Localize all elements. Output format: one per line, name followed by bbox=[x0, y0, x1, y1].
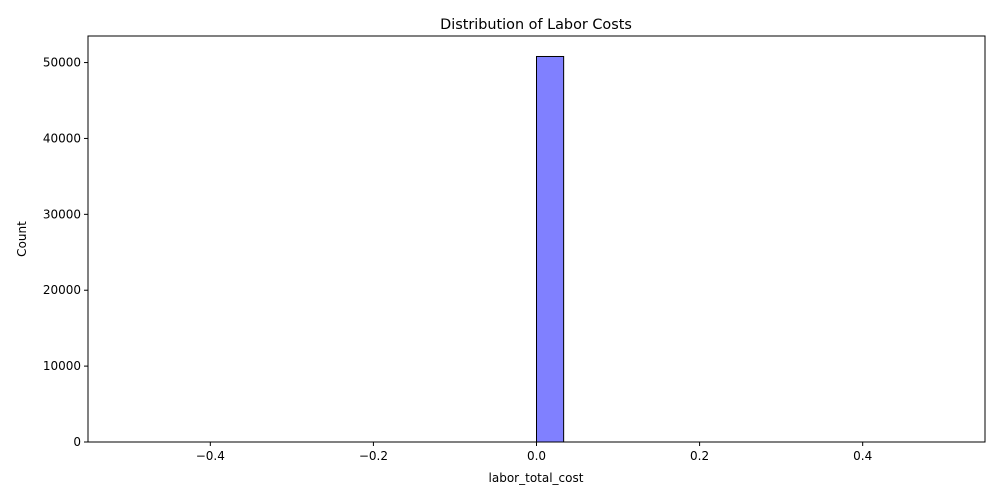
x-tick-label: 0.0 bbox=[527, 449, 546, 463]
plot-area: −0.4 −0.2 0.0 0.2 0.4 0 10000 20000 30000 40000 50… bbox=[43, 35, 986, 463]
x-tick-label: 0.2 bbox=[690, 449, 709, 463]
y-tick-label: 20000 bbox=[43, 283, 81, 297]
chart-title: Distribution of Labor Costs bbox=[440, 17, 632, 33]
x-tick-label: −0.4 bbox=[196, 449, 225, 463]
x-tick-label: 0.4 bbox=[853, 449, 872, 463]
x-tick-label: −0.2 bbox=[359, 449, 388, 463]
histogram-bar bbox=[536, 55, 565, 443]
y-tick-label: 10000 bbox=[43, 359, 81, 373]
y-tick-label: 0 bbox=[73, 435, 81, 449]
x-axis-title: labor_total_cost bbox=[489, 471, 584, 485]
y-tick-label: 40000 bbox=[43, 131, 81, 145]
y-tick-label: 30000 bbox=[43, 207, 81, 221]
y-axis-title: Count bbox=[15, 221, 29, 257]
y-tick-label: 50000 bbox=[43, 56, 81, 70]
